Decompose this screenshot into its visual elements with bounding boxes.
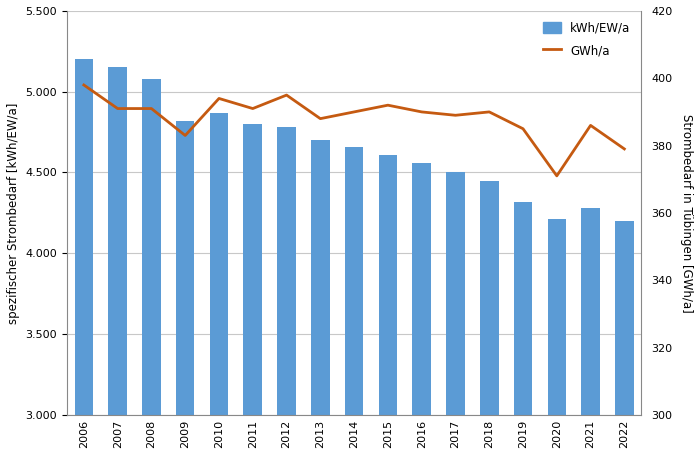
Y-axis label: spezifischer Strombedarf [kWh/EW/a]: spezifischer Strombedarf [kWh/EW/a] bbox=[7, 102, 20, 324]
Legend: kWh/EW/a, GWh/a: kWh/EW/a, GWh/a bbox=[538, 17, 636, 62]
Bar bbox=[176, 121, 195, 455]
Bar bbox=[446, 172, 465, 455]
Bar bbox=[311, 140, 330, 455]
Bar bbox=[480, 181, 498, 455]
Bar bbox=[412, 163, 431, 455]
Bar bbox=[345, 147, 363, 455]
Bar bbox=[547, 219, 566, 455]
Bar bbox=[244, 124, 262, 455]
Y-axis label: Strombedarf in Tübingen [GWh/a]: Strombedarf in Tübingen [GWh/a] bbox=[680, 113, 693, 312]
Bar bbox=[75, 60, 93, 455]
Bar bbox=[277, 127, 296, 455]
Bar bbox=[210, 113, 228, 455]
Bar bbox=[379, 155, 397, 455]
Bar bbox=[108, 67, 127, 455]
Bar bbox=[514, 202, 532, 455]
Bar bbox=[142, 79, 161, 455]
Bar bbox=[615, 221, 634, 455]
Bar bbox=[581, 208, 600, 455]
